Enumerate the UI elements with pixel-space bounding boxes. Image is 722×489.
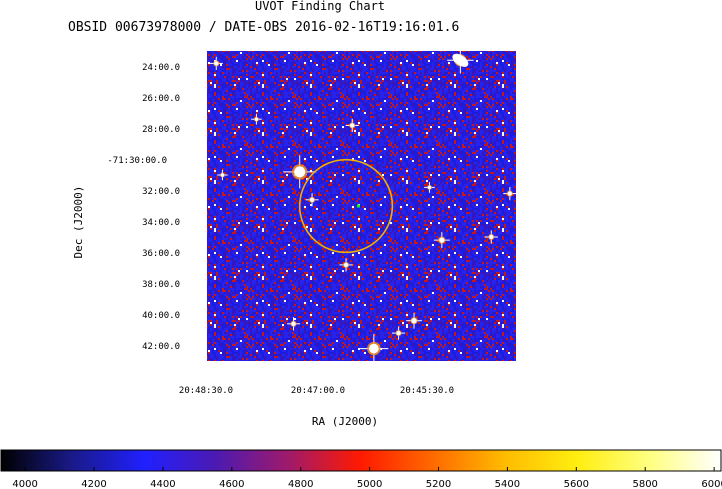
stars-layer — [209, 51, 516, 361]
colorbar-tick-label: 4400 — [150, 479, 175, 489]
star-5 — [339, 258, 353, 272]
star-0 — [209, 56, 223, 70]
star-3 — [283, 155, 317, 189]
image-background — [207, 51, 516, 361]
dec-tick-label: 34:00.0 — [142, 218, 180, 228]
colorbar-tick-label: 5800 — [632, 479, 657, 489]
colorbar-tick-label: 4200 — [81, 479, 106, 489]
star-12 — [359, 334, 389, 361]
star-7 — [484, 230, 498, 244]
colorbar-tick-label: 5400 — [495, 479, 520, 489]
dec-tick-label: 40:00.0 — [142, 311, 180, 321]
star-2 — [345, 118, 359, 132]
star-11 — [406, 312, 422, 329]
x-axis-label: RA (J2000) — [312, 415, 378, 428]
dec-tick-label: 32:00.0 — [142, 187, 180, 197]
sky-image — [207, 51, 516, 361]
colorbar-gradient — [0, 449, 722, 472]
ra-tick-label: 20:48:30.0 — [179, 386, 233, 396]
ra-tick-label: 20:47:00.0 — [291, 386, 345, 396]
chart-title: UVOT Finding Chart — [255, 0, 385, 13]
galaxy — [452, 53, 469, 67]
source-circle — [298, 158, 394, 254]
star-4 — [305, 193, 319, 207]
dec-tick-label: 42:00.0 — [142, 342, 180, 352]
colorbar-tick-label: 4600 — [219, 479, 244, 489]
ra-tick-label: 20:45:30.0 — [400, 386, 454, 396]
star-8 — [503, 187, 516, 201]
star-13 — [391, 326, 406, 340]
marker-layer — [298, 158, 394, 254]
dec-tick-label: 28:00.0 — [142, 125, 180, 135]
colorbar-tick-label: 5000 — [357, 479, 382, 489]
dec-tick-label: 26:00.0 — [142, 94, 180, 104]
colorbar-ticks: 4000 4200 4400 4600 4800 5000 5200 5400 5600 5800… — [12, 467, 722, 489]
star-15 — [251, 113, 262, 125]
colorbar-tick-label: 5200 — [426, 479, 451, 489]
star-10 — [286, 317, 301, 331]
colorbar-tick-label: 6000 — [701, 479, 722, 489]
colorbar: 4000 4200 4400 4600 4800 5000 5200 5400 5600 5800… — [0, 449, 722, 489]
star-14 — [217, 169, 228, 181]
chart-subtitle: OBSID 00673978000 / DATE-OBS 2016-02-16T… — [68, 20, 459, 35]
ra-ticks: 20:48:30.0 20:47:00.0 20:45:30.0 — [179, 386, 454, 396]
dec-tick-label: 38:00.0 — [142, 280, 180, 290]
dec-tick-label: 36:00.0 — [142, 249, 180, 259]
star-6 — [433, 232, 450, 249]
dec-ticks: 24:00.0 26:00.0 28:00.0 -71:30:00.0 32:00.0 3… — [107, 63, 180, 352]
y-axis-label: Dec (J2000) — [72, 186, 85, 259]
colorbar-tick-label: 4800 — [288, 479, 313, 489]
colorbar-tick-label: 5600 — [564, 479, 589, 489]
target-marker — [356, 204, 360, 208]
star-9 — [424, 182, 435, 193]
colorbar-tick-label: 4000 — [12, 479, 37, 489]
dec-tick-label: -71:30:00.0 — [107, 156, 167, 166]
dec-tick-label: 24:00.0 — [142, 63, 180, 73]
